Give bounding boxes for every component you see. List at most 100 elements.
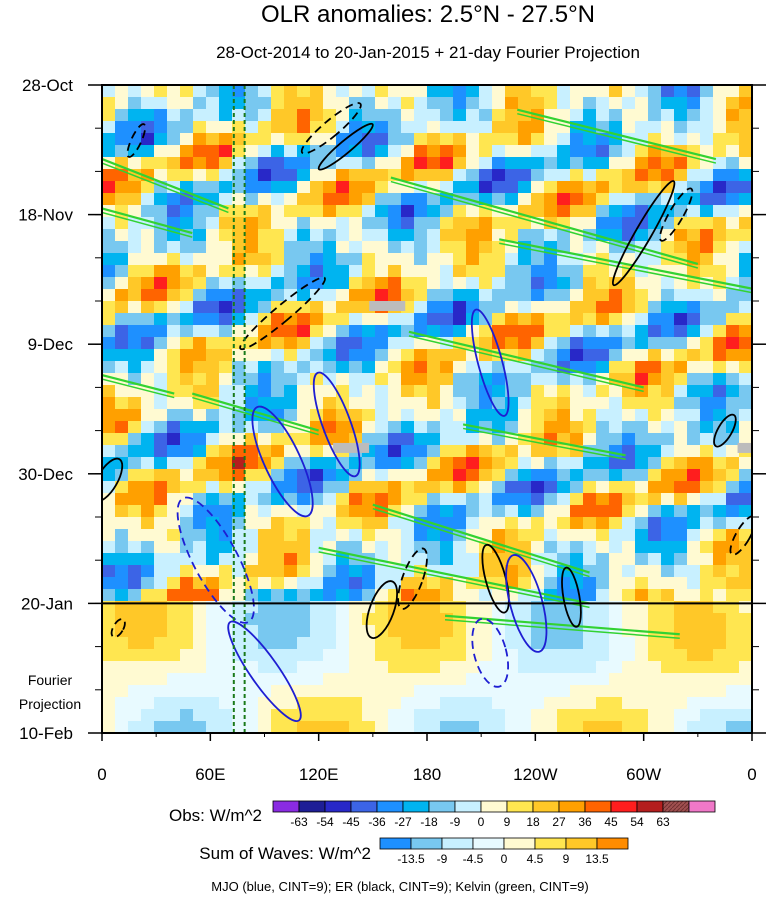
heat-cell <box>167 493 181 506</box>
heat-cell <box>622 397 636 410</box>
colorbar-tick-label: 54 <box>630 815 644 829</box>
heat-cell <box>609 457 623 470</box>
heat-cell <box>661 685 675 698</box>
heat-cell <box>388 481 402 494</box>
heat-cell <box>297 397 311 410</box>
heat-cell <box>622 289 636 302</box>
heat-cell <box>115 121 129 134</box>
heat-cell <box>596 649 610 662</box>
heat-cell <box>674 385 688 398</box>
heat-cell <box>180 97 194 110</box>
heat-cell <box>102 253 116 266</box>
heat-cell <box>518 445 532 458</box>
heat-cell <box>271 121 285 134</box>
heat-cell <box>154 709 168 722</box>
heat-cell <box>661 721 675 733</box>
heat-cell <box>531 205 545 218</box>
heat-cell <box>687 637 701 650</box>
heat-cell <box>154 469 168 482</box>
heat-cell <box>193 277 207 290</box>
heat-cell <box>154 241 168 254</box>
heat-cell <box>609 661 623 674</box>
heat-cell <box>453 121 467 134</box>
heat-cell <box>648 301 662 314</box>
heat-cell <box>700 253 714 266</box>
heat-cell <box>531 445 545 458</box>
heat-cell <box>622 661 636 674</box>
heat-cell <box>310 541 324 554</box>
heat-cell <box>128 181 142 194</box>
heat-cell <box>518 313 532 326</box>
heat-cell <box>557 517 571 530</box>
heat-cell <box>310 661 324 674</box>
heat-cell <box>115 253 129 266</box>
heat-cell <box>518 553 532 566</box>
heat-cell <box>128 133 142 146</box>
heat-cell <box>323 361 337 374</box>
colorbar-box <box>410 837 443 850</box>
heat-cell <box>102 577 116 590</box>
er-contour <box>365 580 399 639</box>
heat-cell <box>726 361 740 374</box>
heat-cell <box>661 697 675 710</box>
heat-cell <box>479 481 493 494</box>
heat-cell <box>713 469 727 482</box>
heat-cell <box>453 493 467 506</box>
heat-cell <box>700 205 714 218</box>
heat-cell <box>375 121 389 134</box>
heat-cell <box>323 481 337 494</box>
colorbar-tick-label: -36 <box>368 815 386 829</box>
heat-cell <box>596 697 610 710</box>
heat-cell <box>258 589 272 602</box>
heat-cell <box>141 433 155 446</box>
heat-cell <box>453 385 467 398</box>
heat-cell <box>115 721 129 733</box>
heat-cell <box>141 649 155 662</box>
heat-cell <box>128 277 142 290</box>
heat-cell <box>557 625 571 638</box>
heat-cell <box>193 373 207 386</box>
heat-cell <box>583 517 597 530</box>
heat-cell <box>232 589 246 602</box>
heat-cell <box>622 649 636 662</box>
heat-cell <box>336 565 350 578</box>
heat-cell <box>479 325 493 338</box>
heat-cell <box>297 625 311 638</box>
heat-cell <box>219 157 233 170</box>
heat-cell <box>713 145 727 158</box>
heat-cell <box>310 277 324 290</box>
heat-cell <box>401 637 415 650</box>
heat-cell <box>310 241 324 254</box>
heat-cell <box>687 589 701 602</box>
heat-cell <box>232 505 246 518</box>
heat-cell <box>258 289 272 302</box>
heat-cell <box>362 649 376 662</box>
heat-cell <box>284 709 298 722</box>
heat-cell <box>336 109 350 122</box>
heat-cell <box>128 445 142 458</box>
heat-cell <box>622 541 636 554</box>
heat-cell <box>414 505 428 518</box>
heat-cell <box>674 541 688 554</box>
heat-cell <box>570 637 584 650</box>
heat-cell <box>531 397 545 410</box>
heat-cell <box>453 721 467 733</box>
heat-cell <box>661 673 675 686</box>
heat-cell <box>388 397 402 410</box>
heat-cell <box>245 685 259 698</box>
heat-cell <box>609 97 623 110</box>
heat-cell <box>661 169 675 182</box>
heat-cell <box>115 229 129 242</box>
heat-cell <box>466 493 480 506</box>
heat-cell <box>713 493 727 506</box>
heat-cell <box>206 373 220 386</box>
heat-cell <box>336 349 350 362</box>
heat-cell <box>583 313 597 326</box>
heat-cell <box>635 433 649 446</box>
heat-cell <box>401 673 415 686</box>
kelvin-contour <box>192 396 319 436</box>
heat-cell <box>466 565 480 578</box>
heat-cell <box>297 433 311 446</box>
heat-cell <box>349 505 363 518</box>
heat-cell <box>284 313 298 326</box>
